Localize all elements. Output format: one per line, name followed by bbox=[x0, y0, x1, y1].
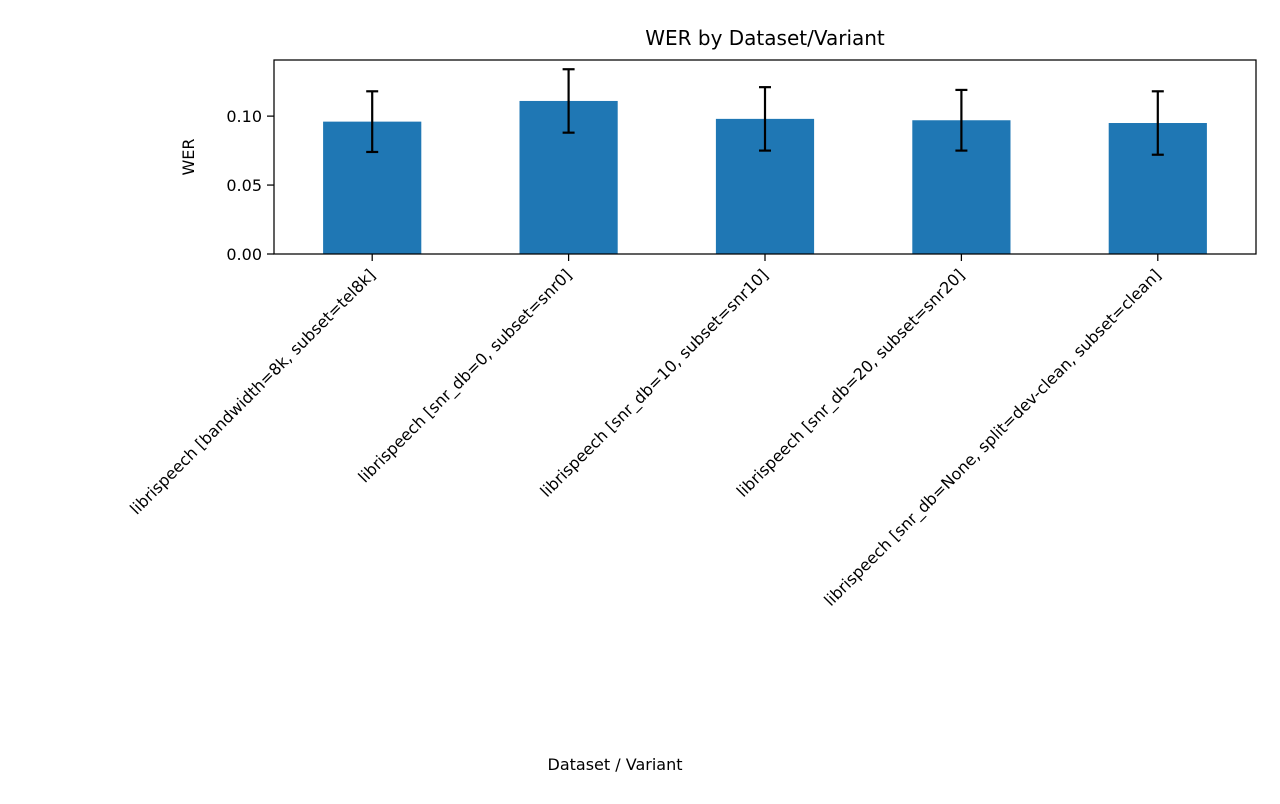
error-bars-layer bbox=[366, 68, 1164, 156]
chart-title: WER by Dataset/Variant bbox=[645, 26, 885, 50]
y-axis-label: WER bbox=[179, 138, 198, 175]
y-tick-label: 0.00 bbox=[226, 245, 262, 264]
error-bar-2 bbox=[562, 68, 575, 134]
y-tick-label: 0.10 bbox=[226, 107, 262, 126]
y-tick-label: 0.05 bbox=[226, 176, 262, 195]
y-axis: 0.00 0.05 0.10 bbox=[226, 107, 274, 264]
error-bar-3 bbox=[759, 86, 771, 152]
error-bar-4 bbox=[955, 88, 968, 152]
error-bar-5 bbox=[1151, 90, 1164, 156]
error-bar-1 bbox=[366, 90, 379, 154]
x-axis-label: Dataset / Variant bbox=[548, 755, 683, 774]
